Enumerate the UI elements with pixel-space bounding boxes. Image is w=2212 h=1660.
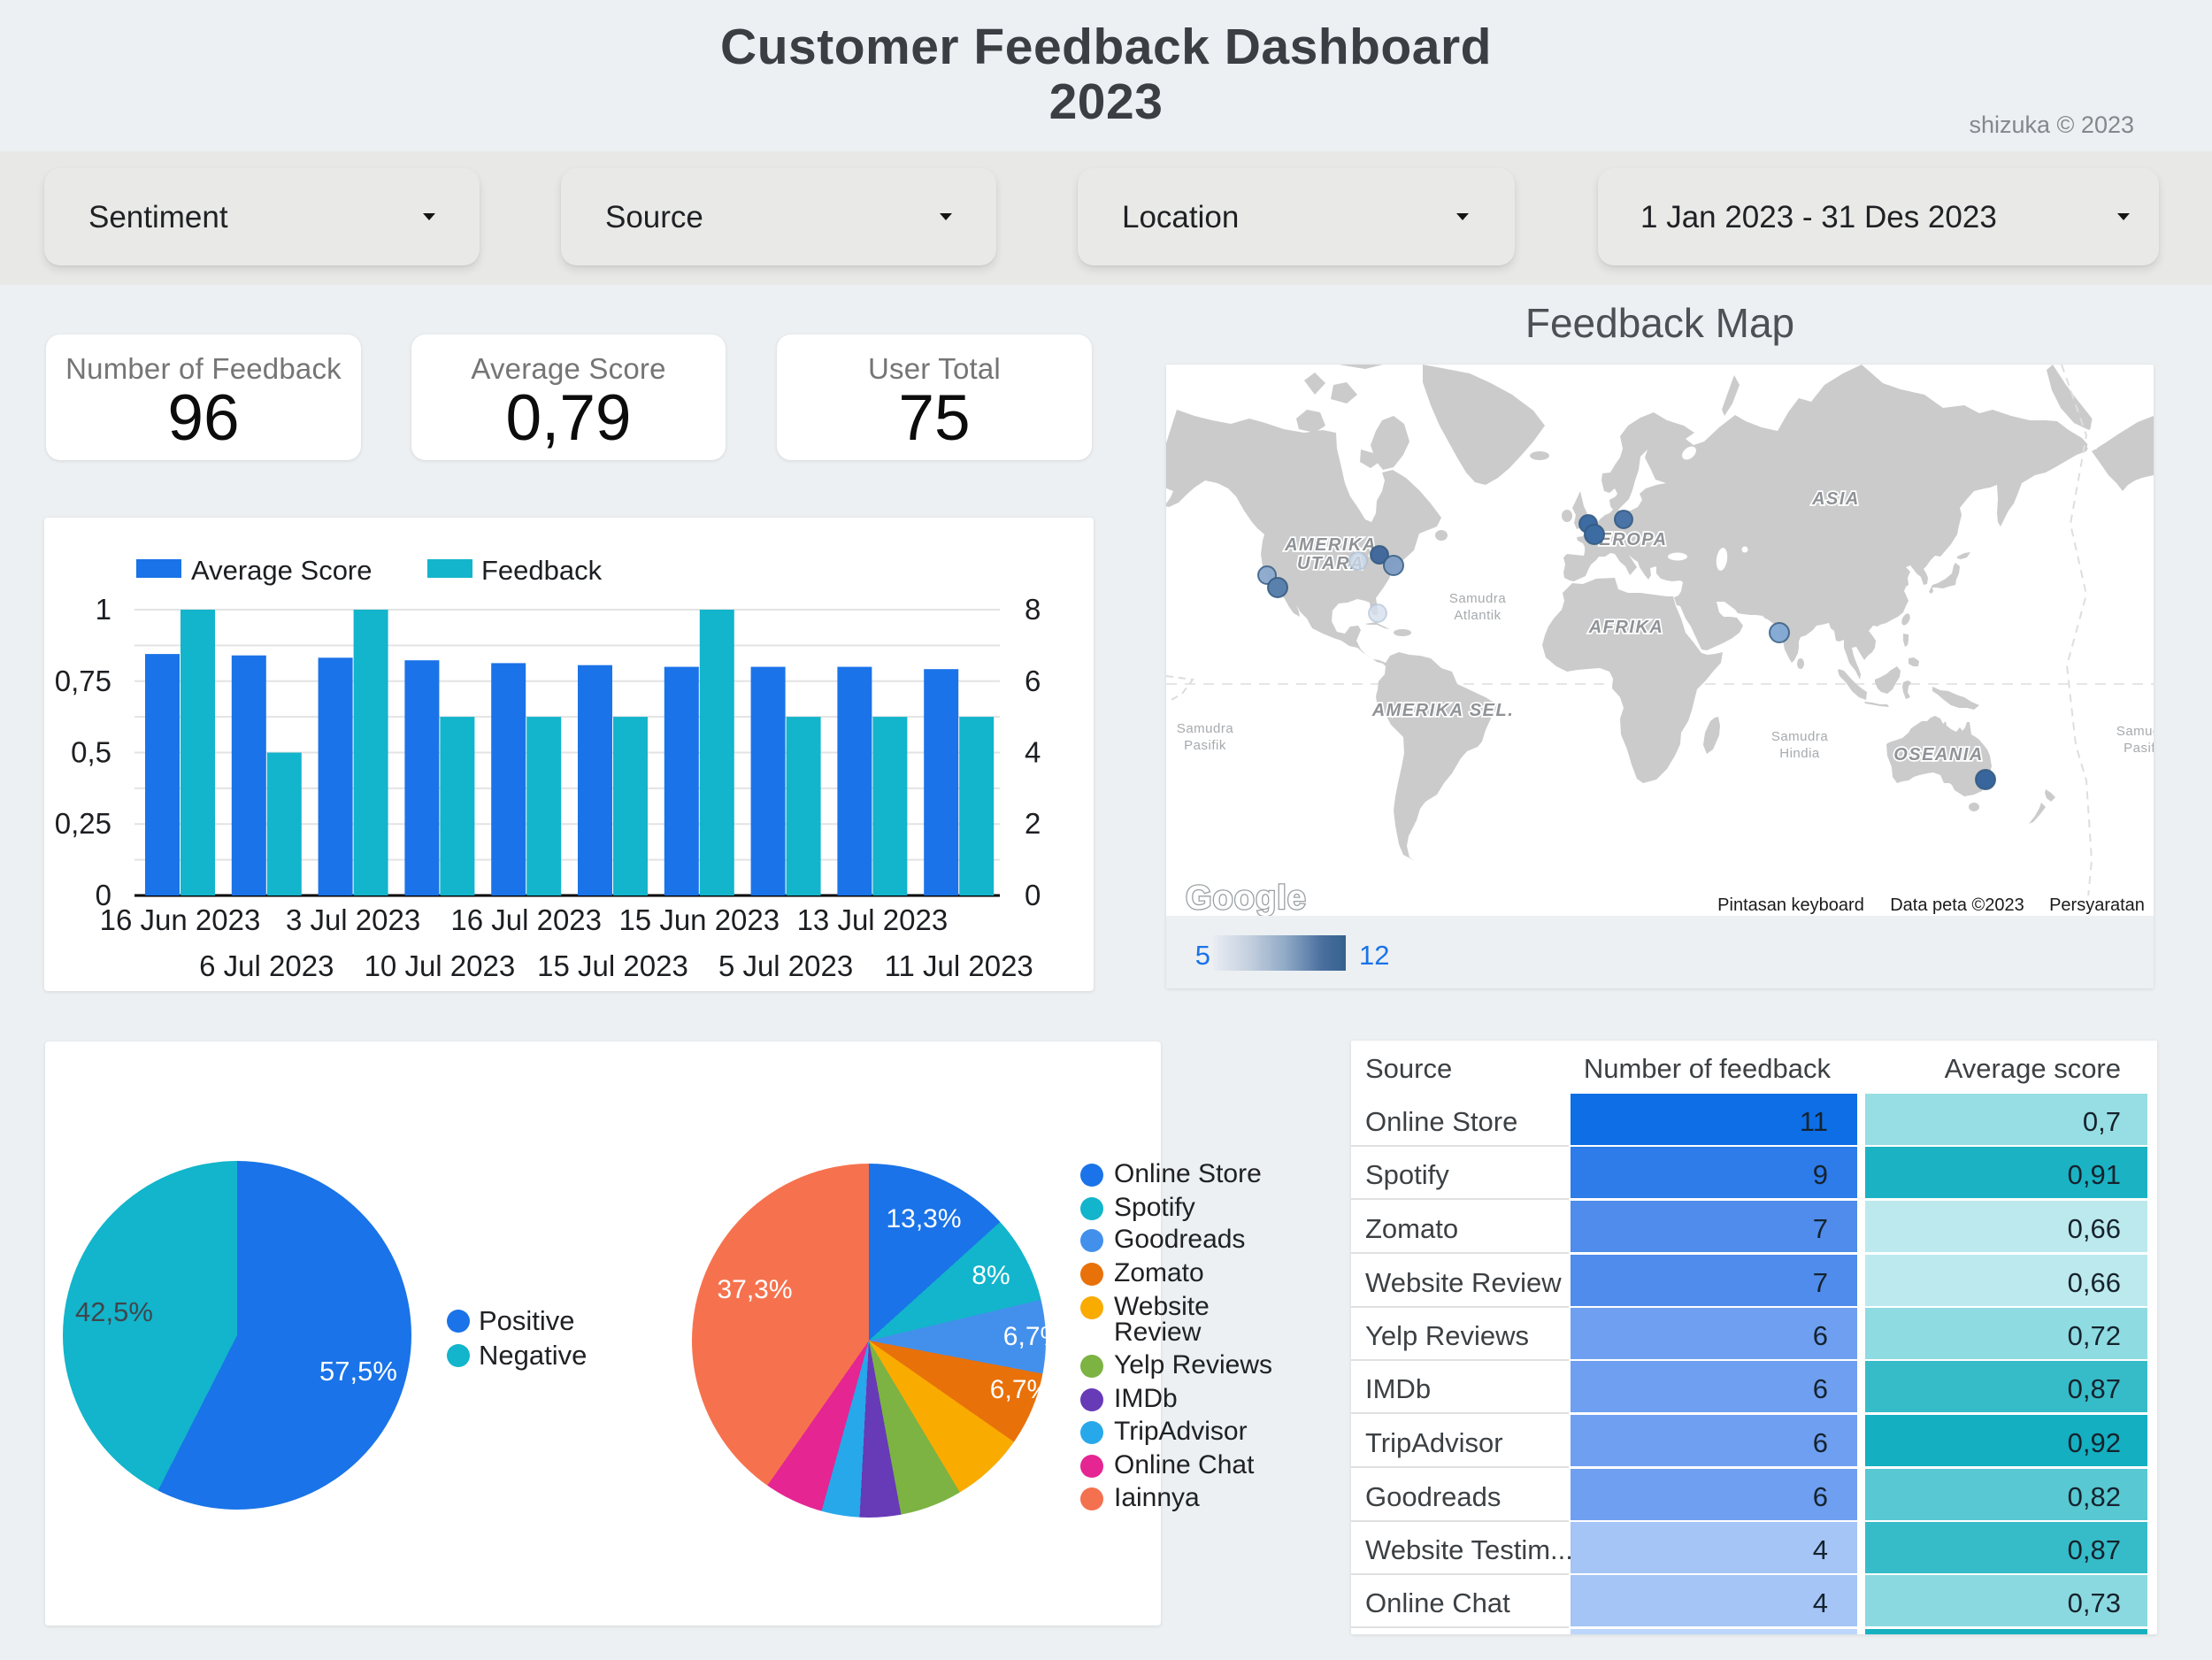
svg-text:OSEANIA: OSEANIA [1893,745,1984,765]
svg-text:0: 0 [96,879,111,911]
svg-text:Data peta ©2023: Data peta ©2023 [1890,895,2024,915]
svg-text:15 Jun 2023: 15 Jun 2023 [618,903,780,936]
svg-text:Persyaratan: Persyaratan [2049,895,2145,915]
svg-text:AMERIKA SEL.: AMERIKA SEL. [1371,701,1515,720]
svg-text:6 Jul 2023: 6 Jul 2023 [199,949,334,982]
svg-text:16 Jun 2023: 16 Jun 2023 [100,903,261,936]
svg-text:10 Jul 2023: 10 Jul 2023 [365,949,516,982]
svg-text:ASIA: ASIA [1811,489,1860,509]
svg-text:AMERIKA: AMERIKA [1284,535,1377,555]
svg-text:Google: Google [1186,880,1307,916]
svg-text:Pintasan keyboard: Pintasan keyboard [1717,895,1864,915]
svg-text:0,75: 0,75 [55,665,111,697]
svg-text:11 Jul 2023: 11 Jul 2023 [885,949,1033,982]
svg-text:1: 1 [96,593,111,626]
svg-text:5 Jul 2023: 5 Jul 2023 [718,949,853,982]
svg-text:13 Jul 2023: 13 Jul 2023 [797,903,949,936]
svg-text:16 Jul 2023: 16 Jul 2023 [450,903,602,936]
svg-text:8: 8 [1025,593,1041,626]
svg-text:AFRIKA: AFRIKA [1588,618,1664,637]
svg-text:0,25: 0,25 [55,807,111,840]
svg-text:EROPA: EROPA [1599,530,1667,549]
svg-text:Feedback: Feedback [481,555,603,586]
svg-text:6: 6 [1025,665,1041,697]
svg-text:0: 0 [1025,879,1041,911]
svg-text:Average Score: Average Score [191,555,373,586]
svg-text:15 Jul 2023: 15 Jul 2023 [537,949,688,982]
svg-text:0,5: 0,5 [71,736,111,769]
svg-text:4: 4 [1025,736,1041,769]
svg-text:3 Jul 2023: 3 Jul 2023 [286,903,420,936]
svg-text:2: 2 [1025,807,1041,840]
